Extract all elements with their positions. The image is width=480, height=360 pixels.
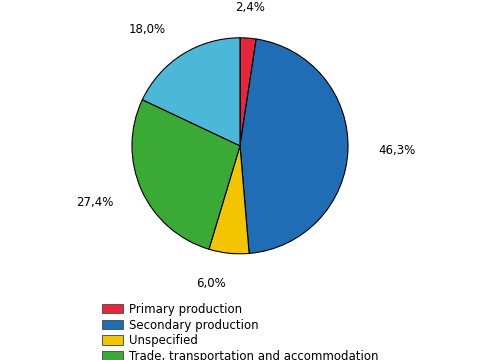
Wedge shape — [132, 100, 240, 249]
Text: 2,4%: 2,4% — [236, 1, 265, 14]
Text: 46,3%: 46,3% — [378, 144, 415, 157]
Wedge shape — [209, 146, 249, 254]
Text: 18,0%: 18,0% — [129, 23, 166, 36]
Wedge shape — [240, 38, 256, 146]
Text: 27,4%: 27,4% — [76, 195, 114, 208]
Wedge shape — [143, 38, 240, 146]
Text: 6,0%: 6,0% — [196, 277, 226, 290]
Wedge shape — [240, 39, 348, 253]
Legend: Primary production, Secondary production, Unspecified, Trade, transportation and: Primary production, Secondary production… — [99, 300, 381, 360]
